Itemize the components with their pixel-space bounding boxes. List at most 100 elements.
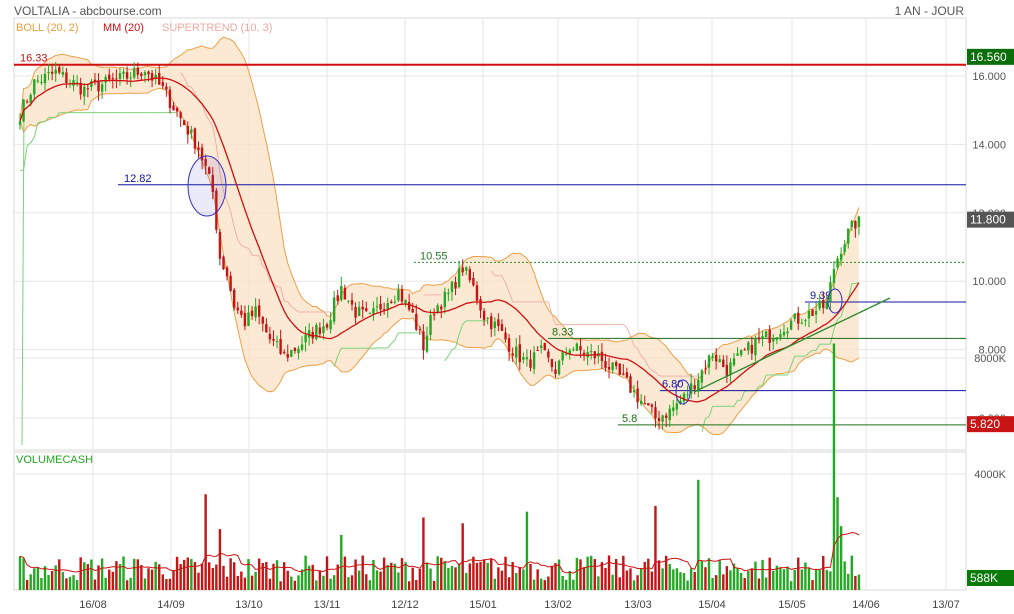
- candle-body: [286, 354, 289, 358]
- y-tick-label: 8000K: [974, 353, 1006, 365]
- volume-bar: [243, 577, 247, 590]
- candle: [775, 337, 779, 345]
- candle: [404, 299, 407, 307]
- candle: [422, 324, 425, 360]
- volume-bar: [761, 559, 764, 590]
- volume-bar: [707, 558, 711, 590]
- candle-body: [725, 364, 729, 377]
- supertrend-segment: [190, 86, 196, 94]
- candle-body: [736, 353, 739, 356]
- candle-body: [422, 331, 425, 351]
- candle: [511, 347, 514, 362]
- volume-bar: [450, 565, 454, 590]
- candle-body: [415, 313, 418, 330]
- candle-body: [786, 331, 789, 334]
- supertrend-line: [19, 72, 860, 446]
- candle-body: [118, 73, 122, 79]
- volume-bar: [397, 572, 400, 590]
- candle: [172, 101, 175, 111]
- candle: [825, 296, 829, 310]
- candle-body: [318, 327, 322, 334]
- volume-bar: [140, 565, 143, 590]
- volume-bar: [247, 559, 250, 590]
- candle-body: [158, 72, 161, 85]
- candle-body: [390, 301, 393, 304]
- candle: [454, 276, 457, 296]
- supertrend-segment: [837, 316, 842, 320]
- candle-body: [397, 289, 400, 301]
- volume-bar: [108, 569, 111, 590]
- supertrend-segment: [840, 304, 846, 317]
- candle: [83, 83, 86, 105]
- volume-bar: [611, 574, 614, 590]
- candle-body: [557, 360, 561, 375]
- candlesticks: [18, 61, 861, 430]
- volume-bar: [215, 564, 218, 590]
- candle-body: [454, 282, 457, 289]
- candle-body: [329, 320, 332, 330]
- candle-body: [568, 350, 571, 355]
- indicator-mm-label[interactable]: MM (20): [103, 22, 144, 34]
- volume-bar: [158, 564, 161, 590]
- candle-body: [647, 403, 650, 406]
- candle: [768, 325, 771, 352]
- candle-body: [650, 404, 654, 407]
- supertrend-segment: [633, 345, 638, 349]
- volume-bar: [704, 567, 707, 590]
- candle-body: [197, 147, 200, 150]
- volume-title: VOLUMECASH: [16, 454, 93, 466]
- volume-bar: [357, 570, 361, 590]
- candle: [193, 127, 197, 154]
- volume-bar: [515, 573, 518, 590]
- candle: [643, 395, 646, 405]
- candle-body: [800, 322, 804, 324]
- candle-body: [65, 72, 68, 83]
- candle-body: [618, 363, 621, 375]
- candle: [315, 322, 318, 341]
- bollinger-band: [19, 36, 860, 436]
- candle: [475, 281, 479, 305]
- volume-panel: [13, 451, 967, 591]
- bollinger-fill: [20, 36, 859, 435]
- candle-body: [797, 312, 800, 324]
- supertrend-segment: [623, 324, 628, 328]
- candle-body: [97, 80, 100, 92]
- candle-body: [775, 337, 779, 340]
- candle: [629, 373, 632, 393]
- candle: [365, 301, 368, 312]
- volume-bar: [311, 564, 314, 590]
- candle-body: [807, 310, 811, 319]
- candle-body: [529, 359, 532, 368]
- candle-body: [707, 355, 711, 368]
- candle: [565, 347, 568, 356]
- volume-bar: [115, 561, 118, 590]
- volume-bar: [193, 562, 197, 590]
- volume-bar: [482, 559, 486, 590]
- y-tick-label: 16.000: [972, 71, 1006, 83]
- indicator-boll-label[interactable]: BOLL (20, 2): [16, 22, 79, 34]
- candle: [450, 281, 454, 301]
- candle-body: [229, 275, 232, 291]
- candle: [65, 68, 68, 89]
- candle-body: [822, 299, 825, 309]
- candle: [797, 306, 800, 330]
- candle-body: [368, 312, 372, 314]
- candle: [590, 343, 593, 360]
- candle: [204, 154, 207, 175]
- candle: [764, 330, 768, 338]
- volume-bar: [600, 562, 604, 590]
- volume-bar: [507, 577, 511, 590]
- volume-bar: [850, 555, 854, 590]
- volume-bar: [804, 562, 807, 590]
- indicator-supertrend-label[interactable]: SUPERTREND (10, 3): [162, 22, 273, 34]
- candle-body: [839, 253, 843, 261]
- candle: [58, 65, 61, 75]
- candle: [707, 354, 711, 375]
- candle: [165, 82, 168, 97]
- candle: [372, 301, 375, 321]
- volume-bar: [632, 580, 636, 590]
- candle-body: [254, 306, 257, 318]
- candle-body: [675, 403, 679, 410]
- volume-bar: [604, 567, 607, 590]
